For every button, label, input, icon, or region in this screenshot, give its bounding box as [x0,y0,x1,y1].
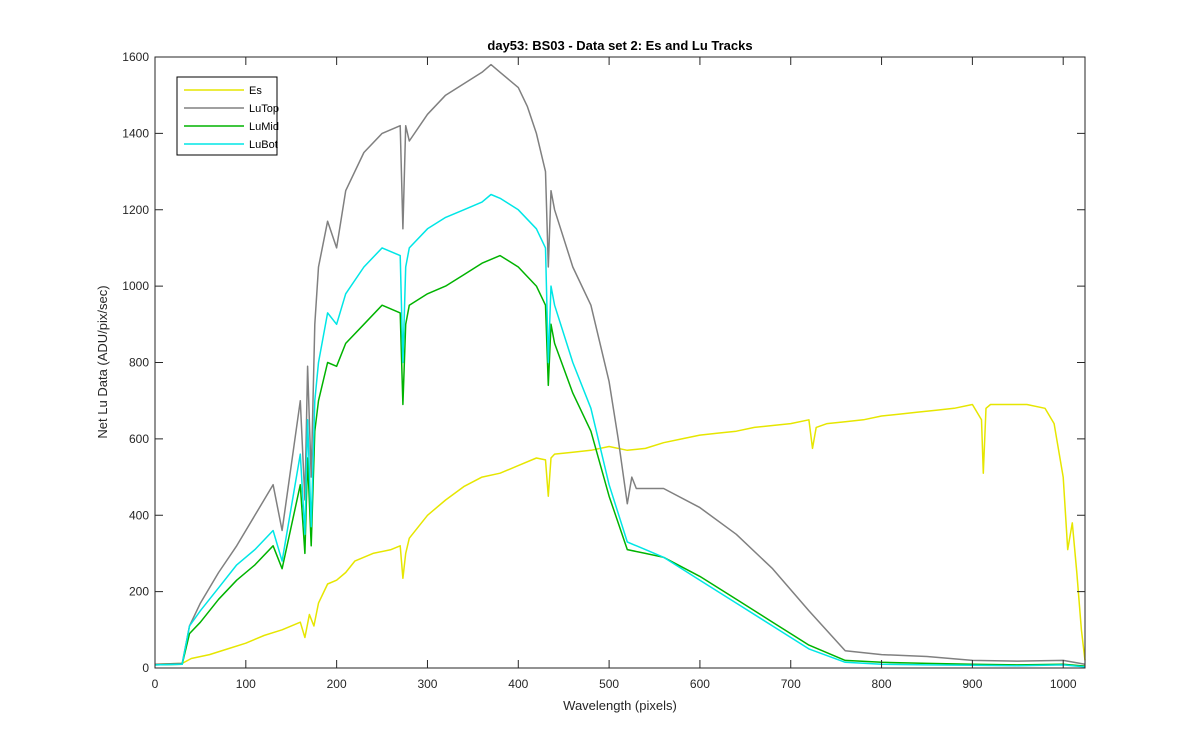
x-axis-label: Wavelength (pixels) [563,698,677,713]
series-group [154,63,1086,668]
y-tick-label: 400 [129,508,149,522]
series-line-lutop [154,63,1086,665]
chart-title: day53: BS03 - Data set 2: Es and Lu Trac… [487,38,752,53]
x-tick-label: 100 [236,677,256,691]
series-line-lumid [154,254,1086,667]
x-tick-label: 200 [327,677,347,691]
x-tick-label: 0 [152,677,159,691]
y-tick-label: 1200 [122,203,149,217]
y-axis-label: Net Lu Data (ADU/pix/sec) [95,285,110,438]
x-axis: 0 100 200 300 400 500 600 700 800 900 1000 [152,57,1077,691]
x-tick-label: 700 [781,677,801,691]
legend-label-lutop: LuTop [249,103,279,115]
y-tick-label: 1600 [122,50,149,64]
x-tick-label: 800 [872,677,892,691]
x-tick-label: 300 [417,677,437,691]
y-tick-label: 1400 [122,126,149,140]
legend-label-es: Es [249,85,262,97]
legend: Es LuTop LuMid LuBot [176,76,279,156]
x-tick-label: 500 [599,677,619,691]
x-tick-label: 600 [690,677,710,691]
y-tick-label: 0 [142,661,149,675]
y-tick-label: 1000 [122,279,149,293]
legend-label-lubot: LuBot [249,139,278,151]
y-tick-label: 800 [129,356,149,370]
legend-items: Es LuTop LuMid LuBot [184,85,279,151]
x-tick-label: 900 [962,677,982,691]
series-line-lubot [154,193,1086,668]
legend-label-lumid: LuMid [249,121,279,133]
y-tick-label: 600 [129,432,149,446]
plot-area [155,57,1085,668]
x-tick-label: 400 [508,677,528,691]
y-tick-label: 200 [129,585,149,599]
series-line-es [154,403,1086,665]
x-tick-label: 1000 [1050,677,1077,691]
y-axis: 0 200 400 600 800 1000 1200 1400 1600 [122,50,1085,675]
